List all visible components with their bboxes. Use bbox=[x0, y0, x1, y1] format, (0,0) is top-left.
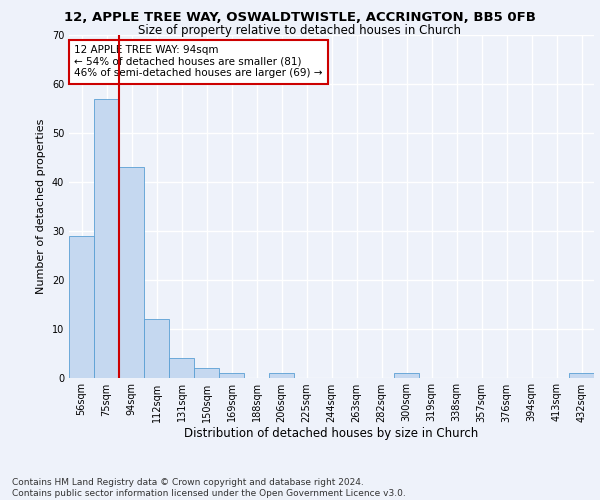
X-axis label: Distribution of detached houses by size in Church: Distribution of detached houses by size … bbox=[184, 428, 479, 440]
Text: 12, APPLE TREE WAY, OSWALDTWISTLE, ACCRINGTON, BB5 0FB: 12, APPLE TREE WAY, OSWALDTWISTLE, ACCRI… bbox=[64, 11, 536, 24]
Y-axis label: Number of detached properties: Number of detached properties bbox=[36, 118, 46, 294]
Bar bbox=[194, 368, 219, 378]
Text: 12 APPLE TREE WAY: 94sqm
← 54% of detached houses are smaller (81)
46% of semi-d: 12 APPLE TREE WAY: 94sqm ← 54% of detach… bbox=[74, 46, 323, 78]
Bar bbox=[394, 372, 419, 378]
Bar bbox=[219, 372, 244, 378]
Bar bbox=[144, 319, 169, 378]
Bar bbox=[169, 358, 194, 378]
Bar bbox=[269, 372, 294, 378]
Bar bbox=[69, 236, 94, 378]
Text: Contains HM Land Registry data © Crown copyright and database right 2024.
Contai: Contains HM Land Registry data © Crown c… bbox=[12, 478, 406, 498]
Bar bbox=[94, 98, 119, 378]
Bar bbox=[569, 372, 594, 378]
Bar bbox=[119, 167, 144, 378]
Text: Size of property relative to detached houses in Church: Size of property relative to detached ho… bbox=[139, 24, 461, 37]
